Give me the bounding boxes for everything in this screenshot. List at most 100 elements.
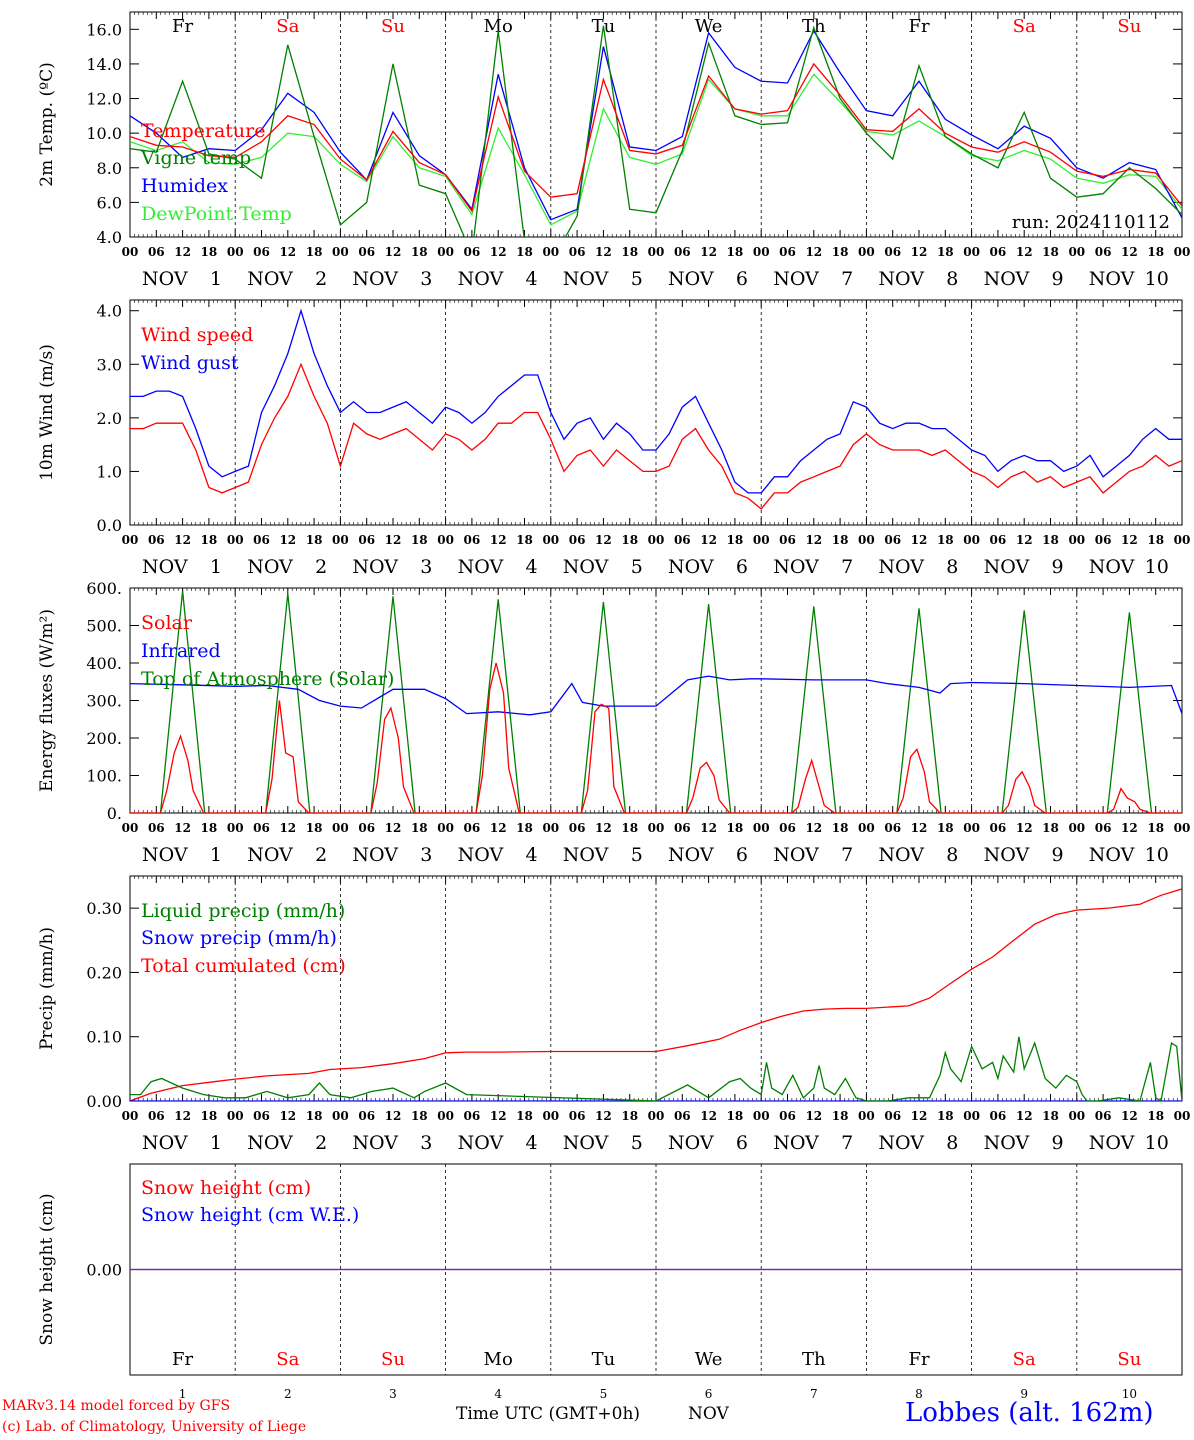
hour-tick-label: 00	[648, 821, 665, 835]
hour-tick-label: 18	[832, 533, 849, 547]
hour-tick-label: 00	[122, 533, 139, 547]
hour-tick-label: 12	[700, 533, 717, 547]
series-line-solar	[130, 662, 1182, 813]
hour-tick-label: 18	[621, 245, 638, 259]
hour-tick-label: 18	[621, 533, 638, 547]
weekday-label: Su	[381, 16, 405, 37]
hour-tick-label: 06	[674, 245, 691, 259]
series-line-dewpoint-temp	[130, 73, 1182, 226]
hour-tick-label: 12	[911, 821, 928, 835]
date-month-label: NOV	[458, 1132, 504, 1154]
date-month-label: NOV	[247, 844, 293, 866]
hour-tick-label: 12	[490, 1109, 507, 1123]
hour-tick-label: 12	[700, 245, 717, 259]
hour-tick-label: 00	[437, 245, 454, 259]
hour-tick-label: 18	[516, 821, 533, 835]
hour-tick-label: 06	[358, 1109, 375, 1123]
hour-tick-label: 18	[306, 1109, 323, 1123]
date-day-label: 5	[631, 844, 643, 866]
date-day-label: 9	[1052, 1132, 1064, 1154]
y-tick-label: 10.0	[86, 124, 122, 143]
hour-tick-label: 18	[937, 245, 954, 259]
weekday-label: Fr	[908, 1349, 929, 1370]
date-day-label: 5	[631, 556, 643, 578]
hour-tick-label: 12	[490, 533, 507, 547]
date-day-label: 1	[210, 556, 222, 578]
day-number-label: 8	[915, 1387, 923, 1401]
weekday-label: Sa	[1013, 16, 1036, 37]
hour-tick-label: 06	[990, 821, 1007, 835]
hour-tick-label: 18	[411, 533, 428, 547]
hour-tick-label: 00	[332, 245, 349, 259]
hour-tick-label: 06	[464, 533, 481, 547]
hour-tick-label: 18	[1147, 245, 1164, 259]
hour-tick-label: 18	[516, 1109, 533, 1123]
y-tick-label: 16.0	[86, 20, 122, 39]
date-month-label: NOV	[773, 556, 819, 578]
day-number-label: 2	[284, 1387, 292, 1401]
hour-tick-label: 00	[1174, 245, 1191, 259]
hour-tick-label: 06	[884, 533, 901, 547]
date-day-label: 8	[946, 268, 958, 290]
hour-tick-label: 18	[621, 1109, 638, 1123]
hour-tick-label: 12	[1016, 245, 1033, 259]
date-day-label: 6	[736, 1132, 748, 1154]
day-number-label: 6	[705, 1387, 713, 1401]
weekday-label: Su	[381, 1349, 405, 1370]
date-day-label: 4	[526, 556, 538, 578]
hour-tick-label: 00	[437, 821, 454, 835]
hour-tick-label: 18	[937, 533, 954, 547]
date-month-label: NOV	[247, 556, 293, 578]
day-number-label: 10	[1122, 1387, 1137, 1401]
hour-tick-label: 18	[832, 821, 849, 835]
y-tick-label: 1.0	[97, 462, 122, 481]
date-month-label: NOV	[352, 844, 398, 866]
hour-tick-label: 18	[727, 245, 744, 259]
hour-tick-label: 12	[595, 245, 612, 259]
hour-tick-label: 12	[1016, 533, 1033, 547]
date-day-label: 4	[526, 268, 538, 290]
hour-tick-label: 12	[595, 1109, 612, 1123]
hour-tick-label: 12	[1016, 821, 1033, 835]
date-month-label: NOV	[984, 268, 1030, 290]
y-tick-label: 0.	[107, 804, 122, 823]
weekday-label: We	[695, 16, 723, 37]
date-month-label: NOV	[984, 1132, 1030, 1154]
date-day-label: 8	[946, 844, 958, 866]
hour-tick-label: 12	[805, 245, 822, 259]
series-line-liquid-precip-mm-h-	[130, 1036, 1182, 1101]
date-day-label: 6	[736, 556, 748, 578]
hour-tick-label: 12	[174, 533, 191, 547]
weekday-label: Mo	[484, 16, 513, 37]
date-month-label: NOV	[352, 556, 398, 578]
hour-tick-label: 06	[569, 821, 586, 835]
y-tick-label: 100.	[86, 767, 122, 786]
series-line-total-cumulated-cm-	[130, 888, 1182, 1101]
hour-tick-label: 00	[753, 533, 770, 547]
hour-tick-label: 00	[542, 245, 559, 259]
hour-tick-label: 18	[937, 1109, 954, 1123]
station-label: Lobbes (alt. 162m)	[905, 1398, 1154, 1428]
hour-tick-label: 12	[1121, 533, 1138, 547]
y-tick-label: 600.	[86, 579, 122, 598]
day-number-label: 4	[494, 1387, 502, 1401]
weekday-label: Su	[1117, 1349, 1141, 1370]
hour-tick-label: 12	[174, 245, 191, 259]
date-month-label: NOV	[563, 268, 609, 290]
date-month-label: NOV	[458, 844, 504, 866]
hour-tick-label: 00	[1174, 533, 1191, 547]
y-tick-label: 300.	[86, 692, 122, 711]
day-number-label: 1	[179, 1387, 187, 1401]
legend-entry: Vigne temp	[140, 147, 251, 169]
hour-tick-label: 12	[911, 533, 928, 547]
date-day-label: 7	[841, 844, 853, 866]
date-month-label: NOV	[563, 1132, 609, 1154]
legend-entry: Snow height (cm W.E.)	[141, 1204, 359, 1226]
hour-tick-label: 00	[963, 1109, 980, 1123]
hour-tick-label: 18	[1042, 533, 1059, 547]
hour-tick-label: 18	[832, 245, 849, 259]
date-day-label: 2	[315, 268, 327, 290]
panel-3-frame	[129, 587, 1183, 814]
weekday-label: Th	[802, 1349, 826, 1370]
y-tick-label: 0.00	[86, 1092, 122, 1111]
